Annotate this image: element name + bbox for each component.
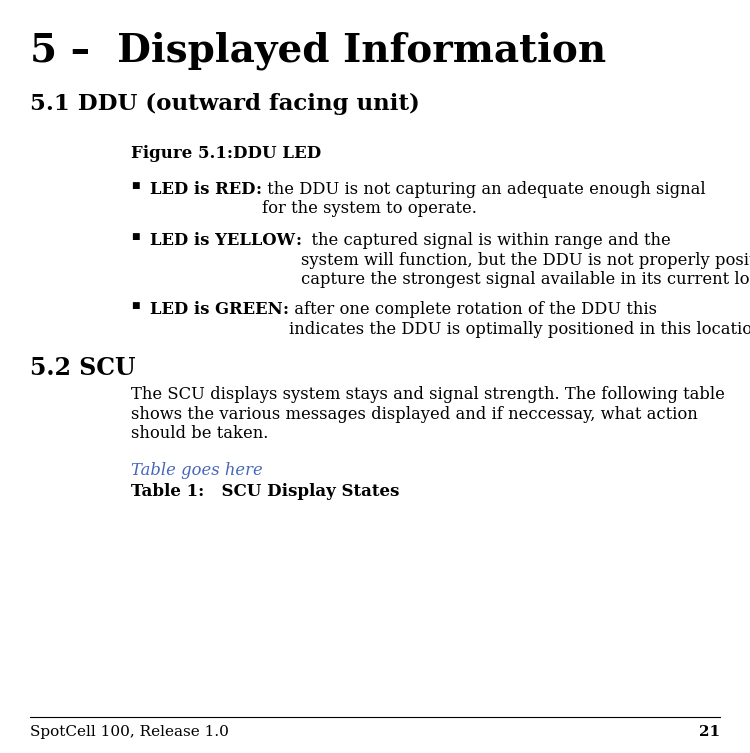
Text: 5.2 SCU: 5.2 SCU — [30, 356, 136, 380]
Text: Table 1:   SCU Display States: Table 1: SCU Display States — [131, 483, 400, 501]
Text: 21: 21 — [699, 725, 720, 739]
Text: after one complete rotation of the DDU this
indicates the DDU is optimally posit: after one complete rotation of the DDU t… — [289, 301, 750, 338]
Text: :: : — [283, 301, 289, 319]
Text: 5.1 DDU (outward facing unit): 5.1 DDU (outward facing unit) — [30, 93, 420, 115]
Text: Table goes here: Table goes here — [131, 462, 263, 480]
Text: Figure 5.1:DDU LED: Figure 5.1:DDU LED — [131, 145, 322, 162]
Text: ■: ■ — [131, 301, 140, 310]
Text: ■: ■ — [131, 232, 140, 241]
Text: LED is YELLOW: LED is YELLOW — [150, 232, 295, 249]
Text: LED is GREEN: LED is GREEN — [150, 301, 283, 319]
Text: ■: ■ — [131, 181, 140, 190]
Text: :: : — [295, 232, 301, 249]
Text: The SCU displays system stays and signal strength. The following table
shows the: The SCU displays system stays and signal… — [131, 386, 725, 443]
Text: the captured signal is within range and the
system will function, but the DDU is: the captured signal is within range and … — [301, 232, 750, 288]
Text: 5 –  Displayed Information: 5 – Displayed Information — [30, 32, 606, 70]
Text: LED is RED: LED is RED — [150, 181, 256, 198]
Text: :: : — [256, 181, 262, 198]
Text: SpotCell 100, Release 1.0: SpotCell 100, Release 1.0 — [30, 725, 229, 739]
Text: the DDU is not capturing an adequate enough signal
for the system to operate.: the DDU is not capturing an adequate eno… — [262, 181, 705, 218]
